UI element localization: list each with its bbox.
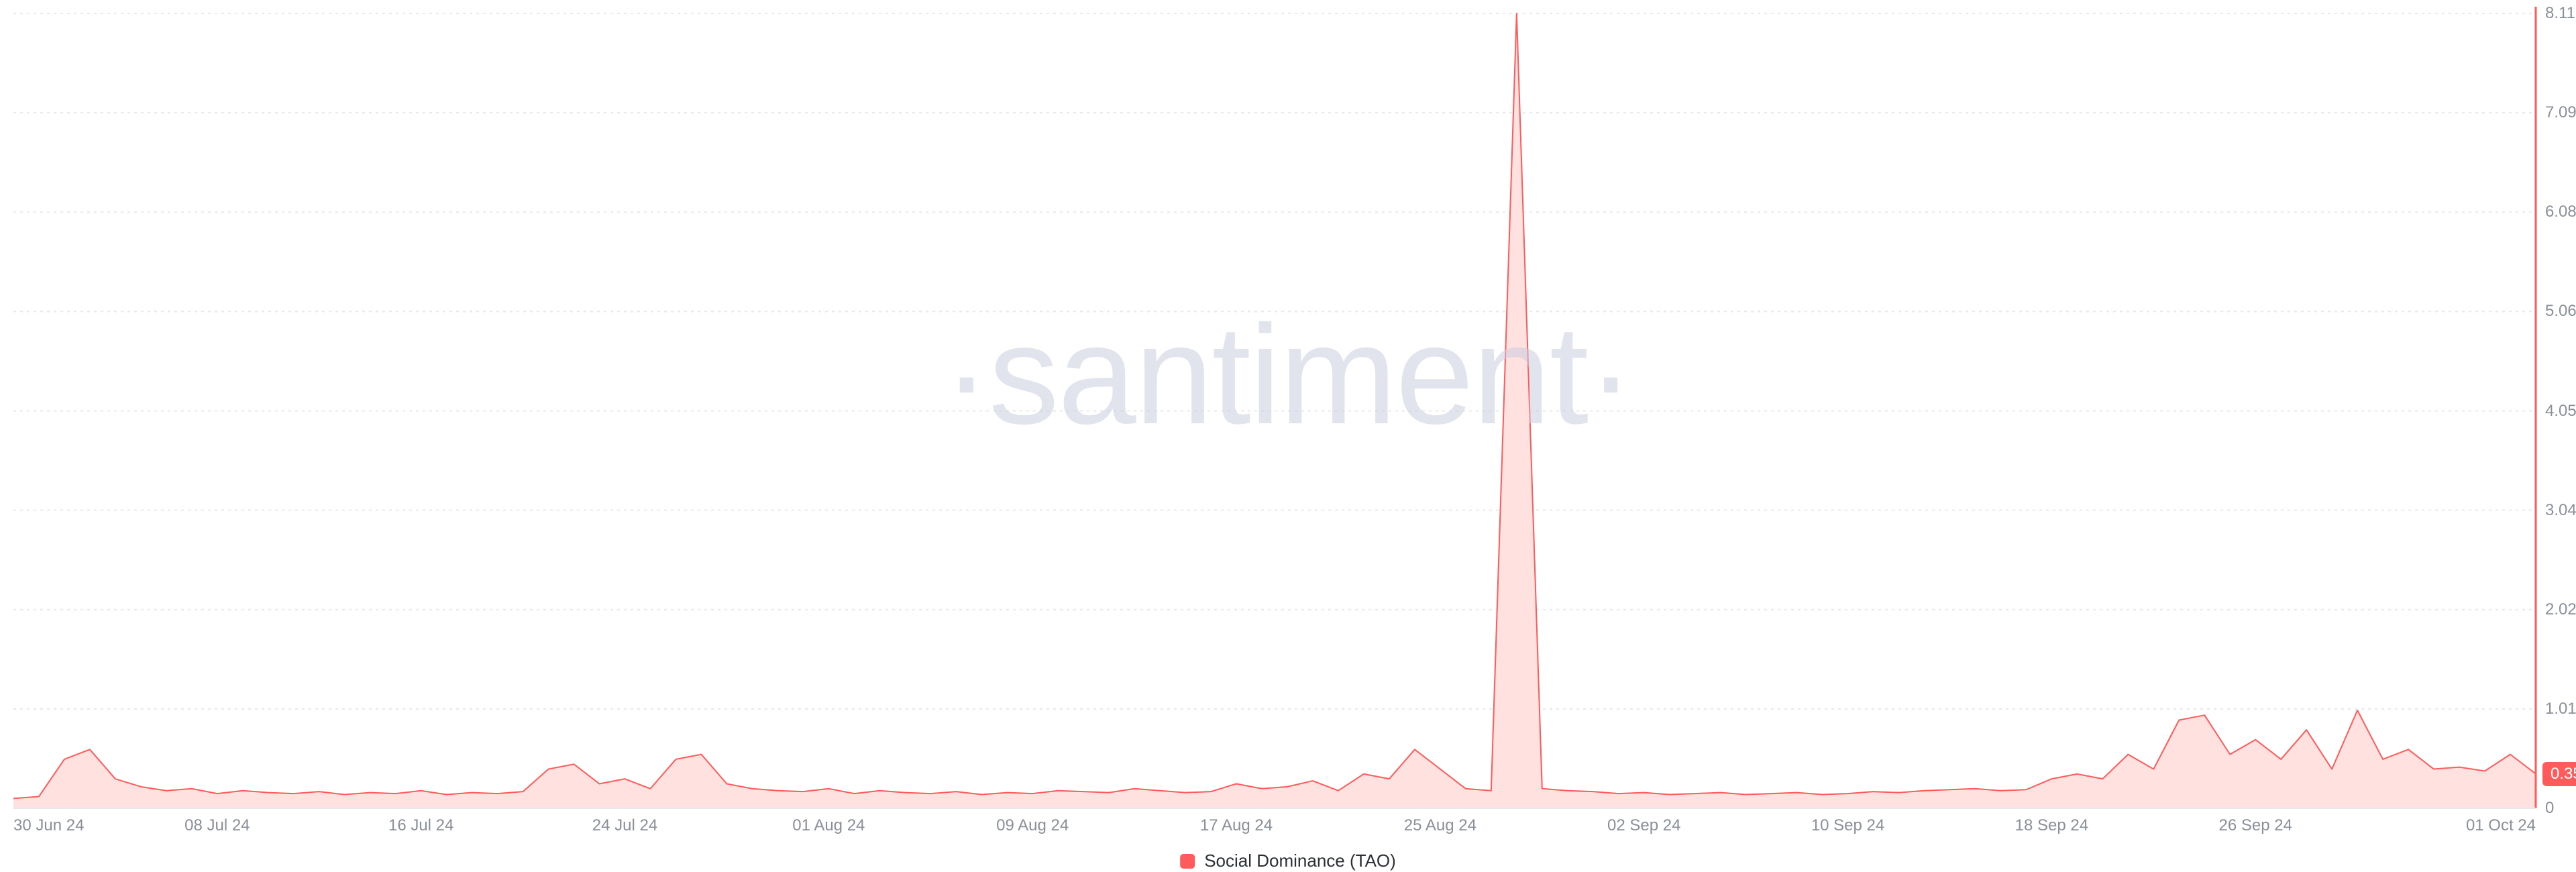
y-tick-label: 7.096: [2545, 103, 2576, 122]
x-tick-label: 01 Oct 24: [2466, 816, 2536, 835]
x-tick-label: 17 Aug 24: [1200, 816, 1273, 835]
y-tick-label: 3.041: [2545, 501, 2576, 520]
x-tick-label: 08 Jul 24: [184, 816, 250, 835]
x-tick-label: 16 Jul 24: [388, 816, 453, 835]
legend-label: Social Dominance (TAO): [1204, 851, 1396, 871]
legend[interactable]: Social Dominance (TAO): [1180, 851, 1396, 871]
x-tick-label: 09 Aug 24: [996, 816, 1069, 835]
chart-container: ·santiment· 01.0142.0273.0414.0555.0696.…: [0, 0, 2576, 872]
current-value-badge: 0.351: [2542, 762, 2576, 786]
y-tick-label: 6.082: [2545, 203, 2576, 221]
x-tick-label: 01 Aug 24: [792, 816, 865, 835]
y-tick-label: 1.014: [2545, 700, 2576, 718]
current-value-text: 0.351: [2551, 765, 2576, 783]
x-tick-label: 02 Sep 24: [1607, 816, 1680, 835]
x-tick-label: 10 Sep 24: [1811, 816, 1884, 835]
x-tick-label: 25 Aug 24: [1404, 816, 1477, 835]
chart-plot[interactable]: [0, 0, 2576, 872]
x-tick-label: 24 Jul 24: [592, 816, 657, 835]
x-tick-label: 18 Sep 24: [2015, 816, 2088, 835]
y-tick-label: 4.055: [2545, 402, 2576, 421]
y-tick-label: 5.069: [2545, 302, 2576, 321]
y-tick-label: 0: [2545, 799, 2554, 818]
y-tick-label: 8.11: [2545, 4, 2575, 23]
x-tick-label: 30 Jun 24: [13, 816, 84, 835]
legend-swatch: [1180, 854, 1195, 869]
x-tick-label: 26 Sep 24: [2219, 816, 2292, 835]
y-tick-label: 2.027: [2545, 600, 2576, 619]
